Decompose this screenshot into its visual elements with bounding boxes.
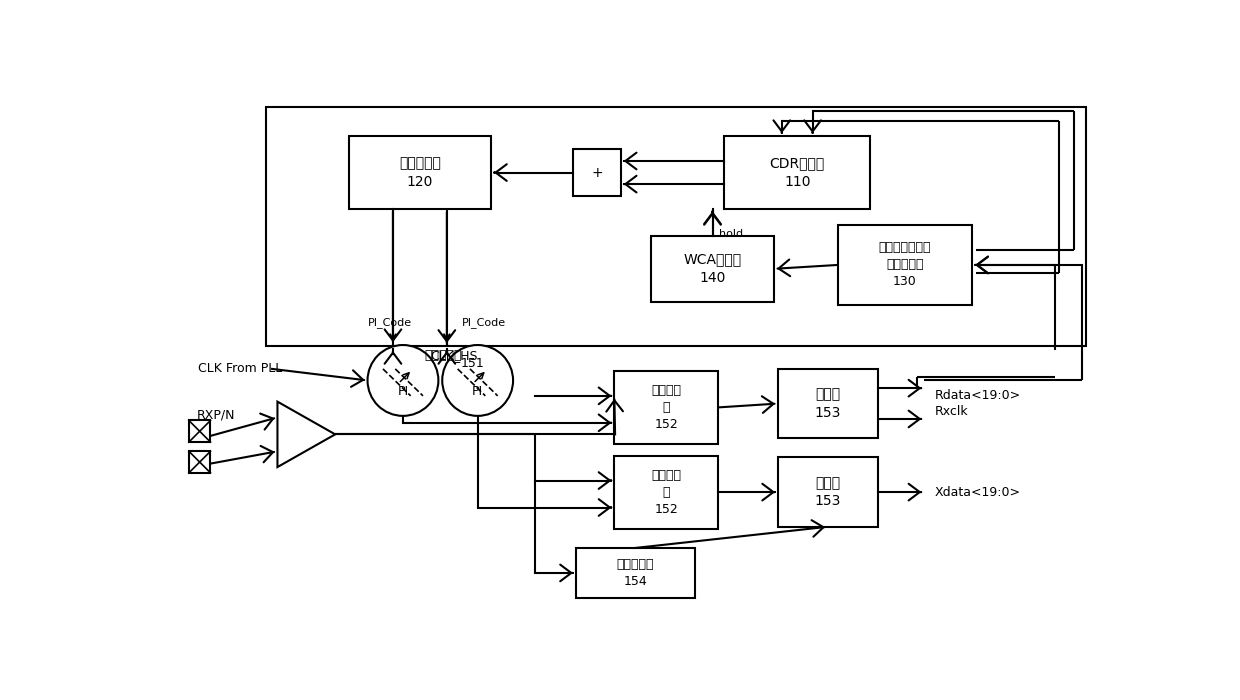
Text: 数据采样
器
152: 数据采样 器 152 [651, 468, 681, 516]
Text: 相位插值器: 相位插值器 [424, 349, 461, 361]
Bar [265, 107, 1086, 346]
Text: CLK From PLL: CLK From PLL [198, 363, 283, 375]
Bar [838, 225, 972, 305]
Text: 数据采样
器
152: 数据采样 器 152 [651, 384, 681, 431]
Text: RXP/N: RXP/N [197, 409, 236, 421]
Text: Xdata<19:0>: Xdata<19:0> [934, 486, 1021, 498]
Text: PI: PI [397, 385, 408, 398]
Bar [573, 148, 621, 197]
Text: PI: PI [472, 385, 484, 398]
Circle shape [367, 345, 439, 416]
Text: 特征码检测及控
制逻辑单元
130: 特征码检测及控 制逻辑单元 130 [879, 241, 931, 288]
Text: 控制编码器
120: 控制编码器 120 [399, 156, 441, 189]
Bar [777, 458, 878, 526]
Bar [188, 452, 211, 473]
Bar [348, 136, 491, 209]
Bar [777, 369, 878, 438]
Text: hold: hold [719, 229, 743, 239]
Text: +: + [591, 165, 603, 179]
Bar [651, 236, 774, 302]
Text: 解串器
153: 解串器 153 [815, 476, 841, 508]
Text: PI_Code: PI_Code [463, 317, 506, 328]
Text: Rxclk: Rxclk [934, 405, 968, 418]
Text: WCA状态机
140: WCA状态机 140 [683, 253, 742, 285]
Bar [724, 136, 870, 209]
Text: Rdata<19:0>: Rdata<19:0> [934, 389, 1021, 402]
Text: 解串器
153: 解串器 153 [815, 387, 841, 420]
Bar [614, 371, 718, 444]
Text: CDR状态机
110: CDR状态机 110 [770, 156, 825, 189]
Circle shape [443, 345, 513, 416]
Text: PI_Code: PI_Code [367, 317, 412, 328]
Text: 151: 151 [460, 357, 484, 370]
Bar [188, 421, 211, 442]
Text: 时钟数单元
154: 时钟数单元 154 [616, 558, 655, 588]
Bar [575, 548, 696, 598]
Polygon shape [278, 402, 335, 467]
Text: CLK_HS: CLK_HS [430, 349, 477, 361]
Bar [614, 456, 718, 528]
